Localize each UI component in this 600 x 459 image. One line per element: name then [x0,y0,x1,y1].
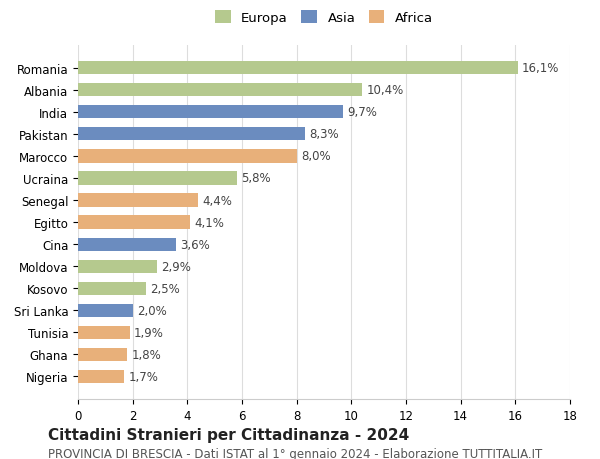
Bar [78,172,236,185]
Bar [78,150,296,163]
Text: 9,7%: 9,7% [347,106,377,119]
Text: 8,3%: 8,3% [309,128,338,141]
Bar [78,84,362,97]
Bar [78,348,127,361]
Bar [78,62,518,75]
Bar [78,260,157,273]
Legend: Europa, Asia, Africa: Europa, Asia, Africa [211,6,437,28]
Text: 16,1%: 16,1% [522,62,560,75]
Text: 4,4%: 4,4% [202,194,232,207]
Text: 10,4%: 10,4% [367,84,404,97]
Text: 1,9%: 1,9% [134,326,164,339]
Bar [78,216,190,229]
Bar [78,304,133,317]
Text: PROVINCIA DI BRESCIA - Dati ISTAT al 1° gennaio 2024 - Elaborazione TUTTITALIA.I: PROVINCIA DI BRESCIA - Dati ISTAT al 1° … [48,448,542,459]
Bar [78,282,146,295]
Text: 2,9%: 2,9% [161,260,191,273]
Text: 2,0%: 2,0% [137,304,167,317]
Text: 2,5%: 2,5% [151,282,180,295]
Bar [78,128,305,141]
Text: 1,7%: 1,7% [128,370,158,383]
Bar [78,370,124,383]
Text: 1,8%: 1,8% [131,348,161,361]
Text: 5,8%: 5,8% [241,172,270,185]
Text: Cittadini Stranieri per Cittadinanza - 2024: Cittadini Stranieri per Cittadinanza - 2… [48,427,409,442]
Bar [78,238,176,251]
Bar [78,326,130,339]
Text: 8,0%: 8,0% [301,150,331,163]
Bar [78,106,343,119]
Bar [78,194,198,207]
Text: 4,1%: 4,1% [194,216,224,229]
Text: 3,6%: 3,6% [181,238,210,251]
